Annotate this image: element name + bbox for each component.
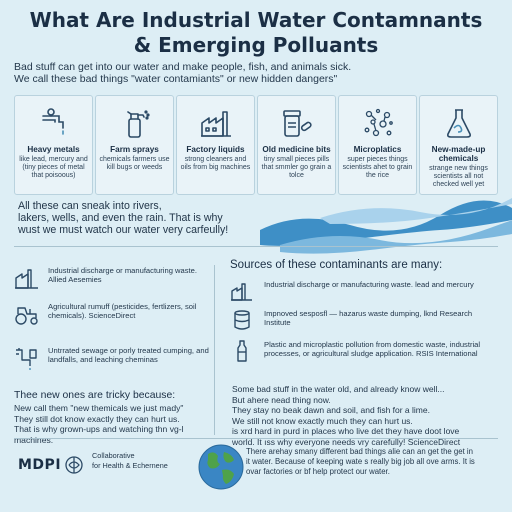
emerging-text: Some bad stuff in the water old, and alr… bbox=[232, 384, 502, 448]
title-line-2: & Emerging Polluants bbox=[133, 33, 379, 57]
collaborative-logo-icon bbox=[65, 456, 83, 474]
card-description: like lead, mercury and (tiny pieces of m… bbox=[19, 156, 88, 179]
emerging-line: Some bad stuff in the water old, and alr… bbox=[232, 384, 445, 394]
emerging-line: is xrd hard in purd in places who live d… bbox=[232, 426, 460, 437]
card-title: Heavy metals bbox=[27, 145, 80, 154]
globe-icon bbox=[198, 444, 244, 490]
card-title: New-made-up chemicals bbox=[431, 145, 486, 163]
card-title: Farm sprays bbox=[110, 145, 159, 154]
pill-bottle-icon bbox=[282, 110, 312, 137]
tricky-line: New call them "new themicals we just mad… bbox=[14, 403, 184, 413]
card-description: super pieces things scientists ahet to g… bbox=[342, 156, 413, 179]
contaminant-cards: Heavy metals like lead, mercury and (tin… bbox=[14, 95, 498, 195]
collab-line-2: for Health & Echernene bbox=[92, 461, 168, 470]
tractor-icon bbox=[15, 307, 38, 325]
source-item-text: Plastic and microplastic pollution from … bbox=[264, 340, 481, 358]
sneak-line-1: All these can sneak into rivers, bbox=[18, 200, 162, 212]
source-item-waste: Impnoved sesposfl — hazarus waste dumpin… bbox=[230, 309, 500, 331]
title-line-1: What Are Industrial Water Contamnants bbox=[29, 8, 483, 32]
card-factory-liquids: Factory liquids strong cleaners and oils… bbox=[176, 95, 255, 195]
water-wave-graphic bbox=[260, 198, 512, 254]
left-item-agricultural: Agricultural rumuff (pesticides, fertliz… bbox=[14, 302, 214, 326]
card-description: chemicals farmers use kill bugs or weeds bbox=[99, 156, 170, 171]
factory-icon bbox=[200, 111, 231, 137]
faucet-icon bbox=[41, 108, 64, 135]
intro-text: Bad stuff can get into our water and mak… bbox=[14, 61, 504, 85]
source-item-plastic: Plastic and microplastic pollution from … bbox=[230, 340, 500, 362]
footer-note-line: ovar factories or bf help protect our wa… bbox=[246, 467, 390, 476]
emerging-line: But ahere nead thing now. bbox=[232, 394, 331, 405]
column-divider bbox=[214, 265, 215, 435]
emerging-line: They stay no beak dawn and soil, and fis… bbox=[232, 405, 430, 416]
sneak-line-2: lakers, wells, and even the rain. That i… bbox=[18, 212, 223, 224]
card-heavy-metals: Heavy metals like lead, mercury and (tin… bbox=[14, 95, 93, 195]
source-item-industrial: Industrial discharge or manufacturing wa… bbox=[230, 280, 500, 302]
tricky-text: New call them "new themicals we just mad… bbox=[14, 403, 214, 445]
pipe-icon bbox=[16, 348, 37, 370]
collaborative-text: Collaborative for Health & Echernene bbox=[92, 451, 202, 471]
sneak-line-3: wust we must watch our water very carfeu… bbox=[18, 224, 229, 236]
source-item-text: Impnoved sesposfl — hazarus waste dumpin… bbox=[264, 309, 473, 327]
card-title: Old medicine bits bbox=[262, 145, 331, 154]
sneak-paragraph: All these can sneak into rivers, lakers,… bbox=[18, 200, 278, 236]
footer-note-line: it water. Because of keeping wate s real… bbox=[246, 457, 475, 466]
left-item-sewage: Untrrated sewage or porly treated cumpin… bbox=[14, 346, 214, 370]
section-divider bbox=[14, 246, 498, 247]
card-description: strong cleaners and oils from big machin… bbox=[180, 156, 251, 171]
card-description: strange new things scientists all not ch… bbox=[429, 165, 488, 188]
intro-line-2: We call these bad things "water contamia… bbox=[14, 73, 338, 85]
footer-note-line: There arehay smany different bad things … bbox=[246, 447, 473, 456]
tricky-heading: Thee new ones are tricky because: bbox=[14, 390, 176, 401]
card-title: Microplatics bbox=[353, 145, 402, 154]
card-old-medicine: Old medicine bits tiny small pieces pill… bbox=[257, 95, 336, 195]
flask-icon bbox=[446, 109, 471, 138]
publisher-logo: MDPI bbox=[18, 457, 62, 473]
source-item-text: Industrial discharge or manufacturing wa… bbox=[264, 280, 474, 289]
card-farm-sprays: Farm sprays chemicals farmers use kill b… bbox=[95, 95, 174, 195]
emerging-line: We still not know exactly much they can … bbox=[232, 415, 413, 426]
footer-divider bbox=[14, 438, 498, 439]
bottle-icon bbox=[237, 340, 247, 362]
left-item-text: Untrrated sewage or porly treated cumpin… bbox=[48, 346, 209, 364]
tricky-line: machines. bbox=[14, 434, 54, 445]
card-title: Factory liquids bbox=[186, 145, 245, 154]
emerging-line: world. It ıss why everyone needs vry car… bbox=[232, 436, 461, 447]
card-microplastics: Microplatics super pieces things scienti… bbox=[338, 95, 417, 195]
card-description: tiny small pieces pills that smmler go g… bbox=[261, 156, 332, 179]
left-item-text: Industrial discharge or manufacturing wa… bbox=[48, 266, 197, 284]
tricky-line: They still dot know exactly they can hur… bbox=[14, 413, 180, 424]
card-new-chemicals: New-made-up chemicals strange new things… bbox=[419, 95, 498, 195]
footer-note: There arehay smany different bad things … bbox=[246, 447, 504, 477]
intro-line-1: Bad stuff can get into our water and mak… bbox=[14, 61, 352, 73]
page-title: What Are Industrial Water Contamnants & … bbox=[0, 8, 512, 58]
sources-heading: Sources of these contaminants are many: bbox=[230, 259, 443, 271]
tricky-line: That is why grown-ups and watching thn v… bbox=[14, 424, 184, 434]
particles-icon bbox=[364, 108, 393, 137]
factory-icon bbox=[231, 283, 252, 301]
barrel-icon bbox=[234, 310, 250, 330]
left-item-industrial: Industrial discharge or manufacturing wa… bbox=[14, 266, 214, 290]
left-item-text: Agricultural rumuff (pesticides, fertliz… bbox=[48, 302, 197, 320]
factory-icon bbox=[15, 269, 38, 289]
collab-line-1: Collaborative bbox=[92, 451, 135, 460]
spray-bottle-icon bbox=[126, 110, 150, 138]
